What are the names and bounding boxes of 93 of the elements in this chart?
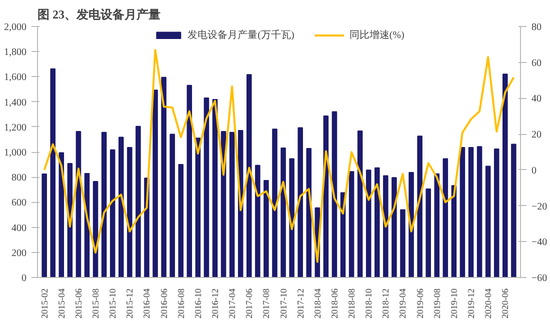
- bar: [229, 132, 235, 278]
- bar: [264, 180, 269, 278]
- x-tick-label: 2015-10: [108, 288, 118, 318]
- x-tick-label: 2016-04: [142, 288, 152, 318]
- bar: [42, 173, 47, 278]
- bar: [280, 147, 286, 278]
- bar: [374, 167, 380, 278]
- x-tick-label: 2015-02: [39, 288, 50, 318]
- y2-tick-label: 20: [532, 130, 542, 141]
- y-tick-label: 1,200: [4, 122, 26, 134]
- x-tick-label: 2017-10: [278, 288, 288, 318]
- y-tick-label: 1,000: [4, 148, 26, 158]
- bar: [272, 128, 278, 278]
- bar: [161, 76, 166, 278]
- bar: [101, 132, 107, 278]
- bar: [392, 177, 397, 278]
- bar: [383, 175, 388, 278]
- x-tick-label: 2017-08: [261, 288, 272, 318]
- bar: [289, 158, 294, 278]
- bar: [366, 170, 372, 278]
- x-tick-label: 2016-10: [192, 288, 203, 318]
- line-series: [43, 48, 515, 263]
- bar: [255, 164, 260, 278]
- x-tick-label: 2018-10: [364, 288, 374, 318]
- y2-tick-label: 40: [532, 94, 542, 105]
- chart-title: 图 23、发电设备月产量: [38, 8, 160, 22]
- x-tick-label: 2016-06: [158, 288, 169, 318]
- bar: [204, 98, 210, 278]
- bar: [118, 136, 124, 278]
- bar: [502, 74, 508, 278]
- x-tick-label: 2020-06: [500, 288, 510, 318]
- x-tick-label: 2016-08: [176, 288, 186, 318]
- bar: [306, 148, 312, 278]
- x-tick-label: 2020-04: [483, 288, 494, 318]
- bar: [468, 146, 474, 278]
- x-tick-label: 2019-12: [466, 288, 476, 318]
- x-tick-label: 2015-04: [56, 288, 66, 318]
- y2-tick-label: −40: [532, 237, 548, 248]
- legend-label: 同比增速(%): [349, 28, 404, 42]
- x-tick-label: 2015-06: [73, 288, 84, 318]
- bar: [246, 74, 252, 278]
- bar: [332, 111, 338, 278]
- bar: [186, 84, 192, 278]
- y-tick-label: 1,400: [4, 97, 26, 108]
- y2-tick-label: 0: [532, 165, 536, 176]
- bar: [408, 172, 414, 278]
- x-tick-label: 2019-06: [414, 288, 425, 318]
- y-tick-label: 400: [12, 222, 26, 234]
- x-tick-label: 2018-12: [380, 288, 391, 318]
- y-tick-label: 1,600: [4, 72, 26, 84]
- y2-tick-label: −20: [532, 201, 548, 212]
- x-tick-label: 2015-08: [90, 288, 101, 318]
- bar: [494, 148, 500, 278]
- y2-tick-label: −60: [532, 273, 548, 284]
- bar: [136, 126, 141, 278]
- y-tick-label: 2,000: [4, 22, 26, 33]
- bar: [357, 130, 363, 278]
- x-tick-label: 2018-06: [329, 288, 340, 318]
- y2-tick-label: 60: [532, 58, 542, 69]
- x-tick-label: 2019-04: [398, 288, 408, 318]
- x-tick-label: 2018-08: [346, 288, 357, 318]
- x-tick-label: 2016-12: [210, 288, 220, 318]
- bar: [426, 188, 431, 278]
- x-tick-label: 2017-12: [295, 288, 306, 318]
- bar: [50, 68, 56, 278]
- y-tick-label: 800: [12, 172, 26, 184]
- legend-label: 发电设备月产量(万千瓦): [188, 28, 294, 42]
- x-tick-label: 2015-12: [124, 288, 135, 318]
- bar: [348, 171, 354, 278]
- x-tick-label: 2019-10: [448, 288, 459, 318]
- bar: [511, 144, 516, 278]
- x-tick-label: 2019-08: [432, 288, 442, 318]
- bar: [417, 136, 422, 278]
- bar: [476, 146, 482, 278]
- x-tick-label: 2018-04: [312, 288, 322, 318]
- bar: [170, 134, 175, 278]
- x-tick-label: 2017-04: [227, 288, 238, 318]
- bar: [298, 127, 303, 278]
- bar: [442, 158, 448, 278]
- y-tick-label: 1,800: [4, 47, 26, 58]
- bar: [178, 164, 184, 278]
- y-tick-label: 200: [12, 248, 26, 259]
- bar: [400, 209, 406, 278]
- bar: [110, 149, 116, 278]
- bar: [460, 146, 466, 278]
- bar: [434, 173, 440, 278]
- y2-tick-label: 80: [532, 22, 542, 33]
- bar: [127, 146, 132, 278]
- y-tick-label: 0: [22, 273, 26, 284]
- y-tick-label: 600: [12, 198, 26, 209]
- bar: [485, 166, 491, 278]
- x-tick-label: 2017-06: [244, 288, 254, 318]
- bar: [152, 90, 158, 278]
